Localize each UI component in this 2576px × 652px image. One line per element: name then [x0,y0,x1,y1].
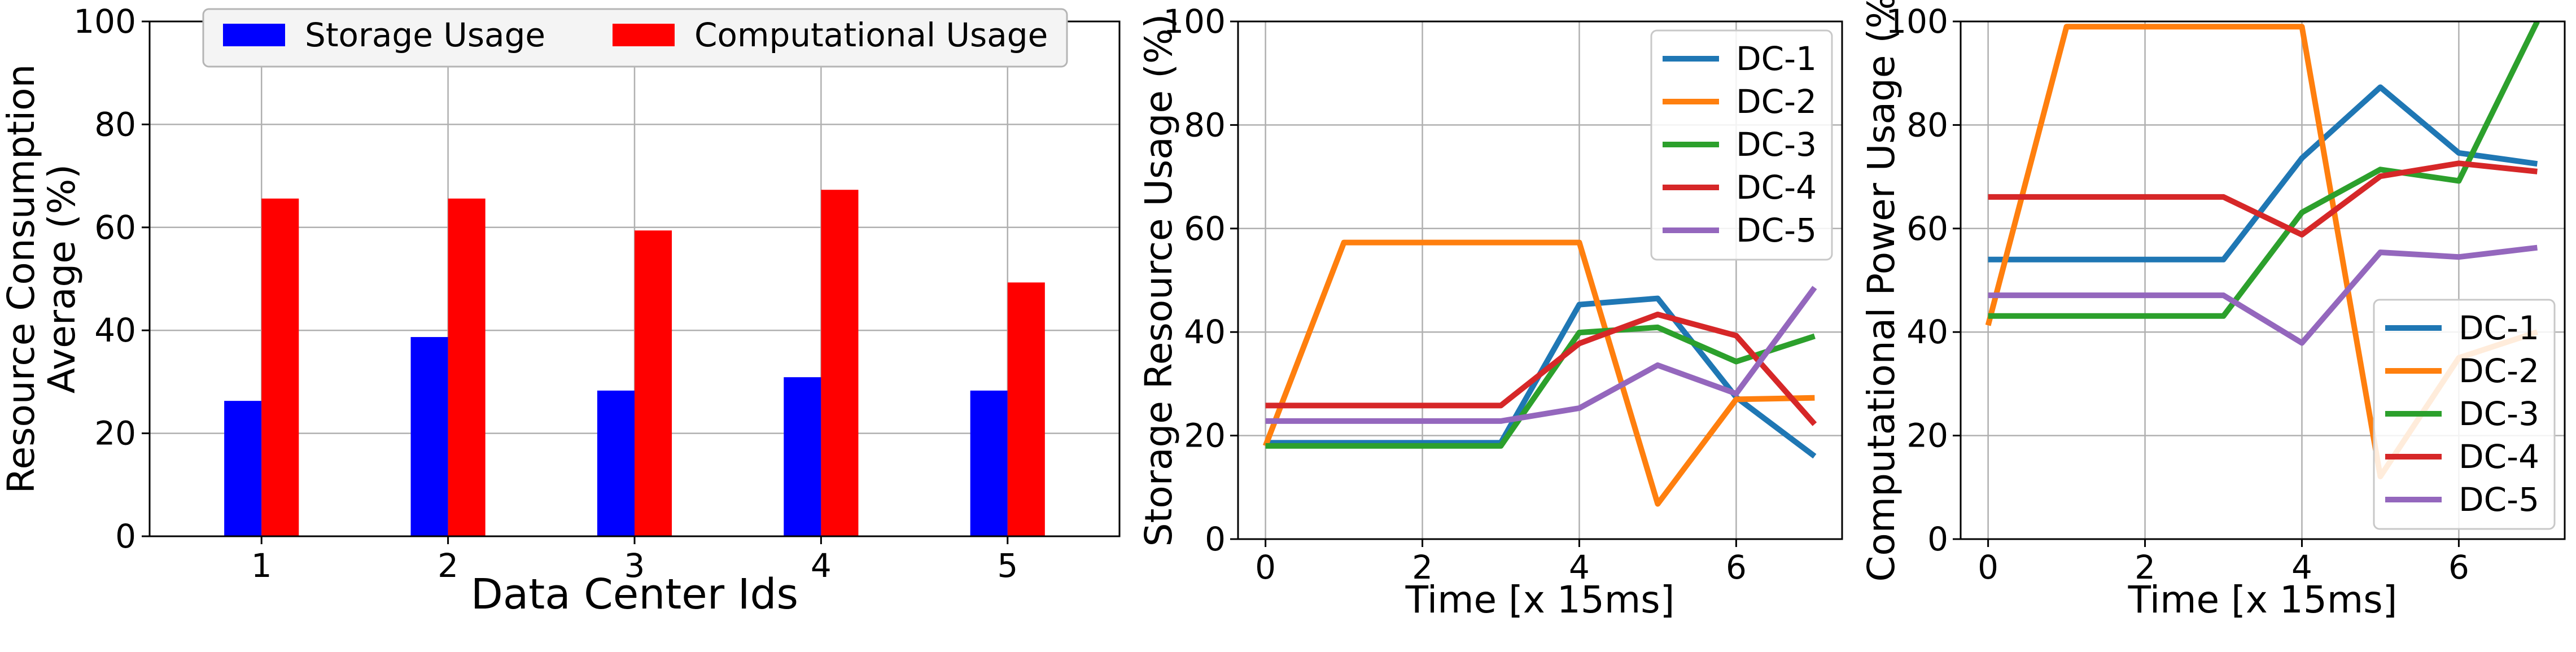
legend-label: DC-4 [2459,437,2539,476]
y-axis-label-line: Average (%) [40,164,84,393]
y-tick-label: 60 [1906,209,1948,248]
legend-label: DC-4 [1736,168,1817,207]
series-line-dc-5 [1988,244,2538,346]
legend-label: DC-2 [2459,352,2539,390]
plot-frame [1960,20,2566,540]
legend-label: Storage Usage [305,16,545,54]
y-axis-label: Storage Resource Usage (%) [1137,14,1180,547]
bar-chart: 0 20 40 60 80 100 1 2 3 4 5 Data Center Ids Resource… [0,2,1121,619]
legend-swatch-computational [613,24,675,46]
y-tick-label: 20 [1906,417,1948,455]
x-axis-label: Time [x 15ms] [1405,578,1675,622]
legend-label: DC-5 [2459,480,2539,519]
y-axis-label-line: Resource Consumption [0,64,43,494]
legend-label: DC-3 [1736,125,1817,164]
series-line-dc-1 [1988,84,2538,262]
y-tick-label: 80 [94,105,136,143]
x-tick-label: 3 [624,546,645,585]
series-line-dc-4 [1988,160,2538,238]
legend-label: DC-1 [1736,40,1817,78]
legend-label: DC-2 [1736,82,1817,121]
y-tick-label: 100 [73,2,136,41]
y-tick-label: 20 [1184,417,1226,455]
bar-computational-1 [261,198,299,536]
legend-label: DC-1 [2459,309,2539,347]
x-tick-label: 6 [1726,548,1747,587]
y-tick-label: 80 [1906,106,1948,144]
bar-computational-4 [821,190,859,536]
y-tick-label: 80 [1184,106,1226,144]
x-tick-label: 4 [2291,548,2312,587]
legend-label: DC-3 [2459,395,2539,433]
legend: Storage Usage Computational Usage [202,8,1068,68]
y-tick-label: 100 [1886,2,1948,41]
legend-frame [1650,29,1833,261]
y-tick-label: 40 [1184,313,1226,351]
x-tick-label: 2 [1412,548,1433,587]
x-tick-label: 4 [811,546,832,585]
line-chart-2: 0 20 40 60 80 100 0 2 4 6 Time [x 15ms] Computation… [1860,0,2566,622]
series-line-dc-5 [1265,286,1817,424]
y-tick-label: 0 [1205,520,1226,558]
x-axis-label: Time [x 15ms] [2128,578,2398,622]
legend-swatch-storage [223,24,285,46]
x-tick-label: 2 [2135,548,2155,587]
line-chart-1: 0 20 40 60 80 100 0 2 4 6 Time [x 15ms] Storage Res… [1137,2,1843,622]
bar-computational-3 [635,230,672,537]
y-tick-label: 100 [1163,2,1226,41]
series-line-dc-3 [1988,21,2540,319]
bar-storage-4 [784,377,821,536]
plot-frame [1237,20,1843,540]
y-tick-label: 60 [1184,209,1226,248]
y-tick-label: 60 [94,208,136,247]
bar-storage-1 [224,401,262,536]
bar-storage-5 [970,390,1008,536]
bar-storage-3 [597,390,635,536]
x-tick-label: 0 [1978,548,1998,587]
series-line-dc-3 [1265,324,1816,449]
series-line-dc-4 [1265,312,1817,426]
legend-frame [2373,299,2556,530]
bar-computational-2 [448,198,486,536]
x-tick-label: 0 [1255,548,1276,587]
y-tick-label: 0 [1927,520,1948,558]
legend: DC-1 DC-2 DC-3 DC-4 DC-5 [1650,29,1833,261]
legend-label: Computational Usage [694,16,1048,54]
y-axis-label: Resource ConsumptionAverage (%) [0,64,84,494]
x-tick-label: 5 [997,546,1018,585]
x-tick-label: 4 [1569,548,1590,587]
x-tick-label: 6 [2448,548,2469,587]
bar-computational-5 [1007,282,1045,536]
y-axis-label: Computational Power Usage (%) [1860,0,1903,582]
legend: DC-1 DC-2 DC-3 DC-4 DC-5 [2373,299,2556,530]
y-tick-label: 40 [1906,313,1948,351]
y-tick-label: 40 [94,311,136,349]
legend-label: DC-5 [1736,211,1817,250]
y-tick-label: 20 [94,414,136,453]
x-axis-label: Data Center Ids [471,570,798,619]
x-tick-label: 1 [251,546,272,585]
x-tick-label: 2 [438,546,458,585]
y-tick-label: 0 [115,517,136,555]
bar-storage-2 [410,337,448,536]
series-line-dc-2 [1262,239,1815,507]
